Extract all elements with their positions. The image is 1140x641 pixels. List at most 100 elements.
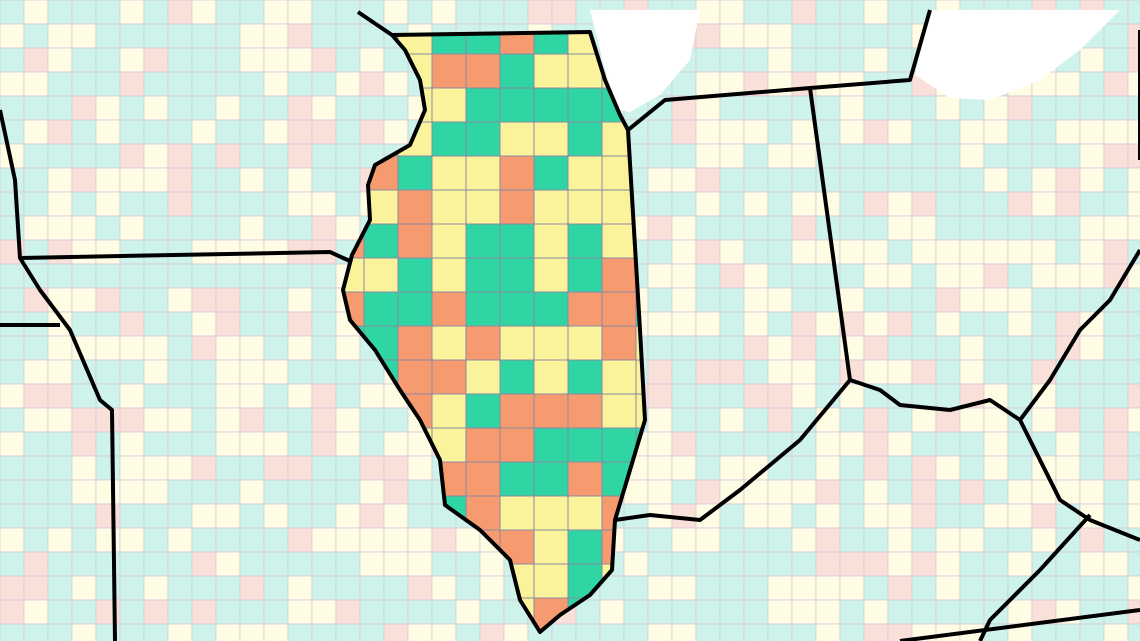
county: [839, 191, 865, 217]
county: [383, 95, 409, 121]
county: [335, 551, 361, 577]
county: [959, 167, 985, 193]
county: [359, 623, 385, 641]
county: [47, 599, 73, 625]
county: [335, 359, 361, 385]
county: [23, 575, 49, 601]
county: [363, 257, 399, 293]
county: [95, 95, 121, 121]
county: [671, 623, 697, 641]
county: [119, 215, 145, 241]
wv-border: [1018, 419, 1140, 542]
county: [695, 575, 721, 601]
county: [743, 23, 769, 49]
county: [767, 239, 793, 265]
county: [1103, 359, 1129, 385]
county: [1079, 191, 1105, 217]
county: [623, 479, 649, 505]
county: [767, 455, 793, 481]
county: [95, 311, 121, 337]
county: [863, 0, 889, 25]
county: [647, 239, 673, 265]
county: [95, 23, 121, 49]
county: [695, 551, 721, 577]
county: [215, 23, 241, 49]
county: [191, 527, 217, 553]
county: [1007, 359, 1033, 385]
county: [1055, 575, 1081, 601]
county: [671, 191, 697, 217]
county: [719, 455, 745, 481]
county: [455, 575, 481, 601]
county: [1127, 551, 1140, 577]
county: [431, 0, 457, 25]
county: [119, 0, 145, 25]
county: [911, 383, 937, 409]
county: [863, 47, 889, 73]
county: [567, 189, 603, 225]
county: [95, 455, 121, 481]
county: [1031, 503, 1057, 529]
county: [47, 0, 73, 25]
county: [743, 215, 769, 241]
county: [695, 623, 721, 641]
county: [1127, 503, 1140, 529]
county: [567, 155, 603, 191]
county: [1031, 191, 1057, 217]
county: [719, 23, 745, 49]
county: [623, 623, 649, 641]
county: [239, 167, 265, 193]
county: [499, 291, 535, 327]
county: [887, 335, 913, 361]
county: [407, 527, 433, 553]
county: [839, 119, 865, 145]
county: [815, 575, 841, 601]
county: [671, 215, 697, 241]
county: [335, 47, 361, 73]
county: [23, 407, 49, 433]
county: [215, 407, 241, 433]
county: [671, 359, 697, 385]
county: [1127, 359, 1140, 385]
county: [407, 503, 433, 529]
county: [719, 287, 745, 313]
county: [287, 119, 313, 145]
county: [839, 407, 865, 433]
county: [23, 23, 49, 49]
county: [839, 47, 865, 73]
county: [959, 503, 985, 529]
county: [335, 95, 361, 121]
county: [1079, 215, 1105, 241]
county: [695, 431, 721, 457]
county: [911, 455, 937, 481]
state-borders: [0, 9, 1140, 641]
county: [567, 359, 603, 395]
county: [599, 623, 625, 641]
county: [191, 263, 217, 289]
county: [215, 359, 241, 385]
county: [95, 335, 121, 361]
county: [695, 527, 721, 553]
county: [1079, 263, 1105, 289]
county: [499, 393, 535, 429]
county: [815, 623, 841, 641]
county: [695, 407, 721, 433]
county: [95, 263, 121, 289]
county: [743, 47, 769, 73]
county: [143, 527, 169, 553]
county: [911, 215, 937, 241]
county: [767, 551, 793, 577]
county: [239, 527, 265, 553]
county: [959, 335, 985, 361]
county: [671, 143, 697, 169]
county: [1079, 359, 1105, 385]
county: [119, 287, 145, 313]
county: [455, 623, 481, 641]
county: [743, 191, 769, 217]
county: [167, 599, 193, 625]
county: [1031, 215, 1057, 241]
county: [983, 143, 1009, 169]
county: [23, 551, 49, 577]
county: [1103, 167, 1129, 193]
county: [397, 359, 433, 395]
